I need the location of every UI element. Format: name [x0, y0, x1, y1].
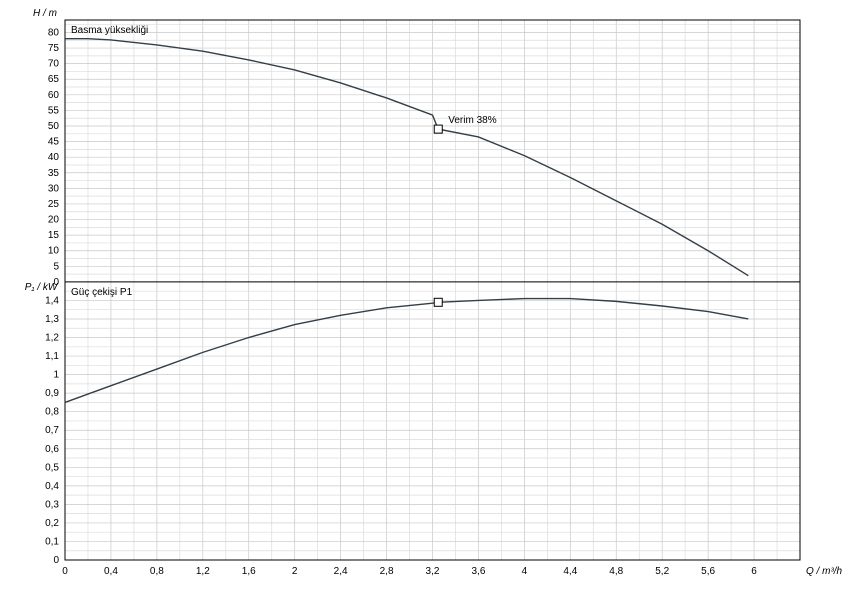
svg-text:65: 65 — [48, 74, 60, 85]
svg-text:5: 5 — [53, 261, 59, 272]
svg-text:5,6: 5,6 — [701, 566, 715, 577]
svg-text:H / m: H / m — [33, 8, 57, 19]
svg-text:0,7: 0,7 — [45, 425, 59, 436]
svg-text:Güç çekişi P1: Güç çekişi P1 — [71, 287, 133, 298]
top-y-ticks: 05101520253035404550556065707580 — [48, 27, 60, 287]
svg-text:4: 4 — [522, 566, 528, 577]
svg-text:60: 60 — [48, 90, 60, 101]
svg-text:40: 40 — [48, 152, 60, 163]
svg-text:6: 6 — [751, 566, 757, 577]
svg-text:0: 0 — [62, 566, 68, 577]
svg-text:2: 2 — [292, 566, 298, 577]
svg-text:0,9: 0,9 — [45, 388, 59, 399]
svg-text:0,8: 0,8 — [150, 566, 164, 577]
svg-text:35: 35 — [48, 168, 60, 179]
svg-text:45: 45 — [48, 137, 60, 148]
svg-text:3,6: 3,6 — [471, 566, 485, 577]
svg-text:0,4: 0,4 — [104, 566, 118, 577]
svg-text:1,2: 1,2 — [196, 566, 210, 577]
svg-text:5,2: 5,2 — [655, 566, 669, 577]
svg-text:70: 70 — [48, 59, 60, 70]
svg-text:1,6: 1,6 — [242, 566, 256, 577]
svg-text:0,3: 0,3 — [45, 499, 59, 510]
svg-text:0,5: 0,5 — [45, 462, 59, 473]
svg-text:1,3: 1,3 — [45, 314, 59, 325]
svg-text:0,4: 0,4 — [45, 481, 59, 492]
svg-text:4,8: 4,8 — [609, 566, 623, 577]
svg-text:10: 10 — [48, 246, 60, 257]
svg-text:1,2: 1,2 — [45, 333, 59, 344]
svg-text:Q / m³/h: Q / m³/h — [806, 566, 843, 577]
bottom-y-ticks: 0 0,1 0,2 0,3 0,4 0,5 0,6 0,7 0,8 0,9 1 1,1 1,2 1,3 1,… — [45, 295, 59, 566]
svg-text:0,6: 0,6 — [45, 444, 59, 455]
svg-text:0,2: 0,2 — [45, 518, 59, 529]
svg-text:80: 80 — [48, 27, 60, 38]
svg-text:0,8: 0,8 — [45, 407, 59, 418]
svg-text:30: 30 — [48, 183, 60, 194]
svg-text:P₁ / kW: P₁ / kW — [25, 282, 59, 293]
svg-text:1,1: 1,1 — [45, 351, 59, 362]
svg-text:75: 75 — [48, 43, 60, 54]
svg-text:15: 15 — [48, 230, 60, 241]
svg-text:55: 55 — [48, 105, 60, 116]
svg-text:1,4: 1,4 — [45, 295, 59, 306]
svg-text:4,4: 4,4 — [563, 566, 577, 577]
svg-text:3,2: 3,2 — [426, 566, 440, 577]
svg-text:2,4: 2,4 — [334, 566, 348, 577]
svg-text:2,8: 2,8 — [380, 566, 394, 577]
svg-text:1: 1 — [53, 370, 59, 381]
pump-curve-chart: 0 0,4 0,8 1,2 1,6 2 2,4 2,8 3,2 3,6 4 4,4 4,8 5,2 5,6 6… — [0, 0, 850, 600]
svg-text:Verim 38%: Verim 38% — [448, 115, 496, 126]
svg-text:25: 25 — [48, 199, 60, 210]
svg-text:0,1: 0,1 — [45, 536, 59, 547]
svg-text:Basma yüksekliği: Basma yüksekliği — [71, 25, 148, 36]
svg-text:0: 0 — [53, 555, 59, 566]
svg-text:20: 20 — [48, 215, 60, 226]
svg-text:50: 50 — [48, 121, 60, 132]
chart-svg: 0 0,4 0,8 1,2 1,6 2 2,4 2,8 3,2 3,6 4 4,4 4,8 5,2 5,6 6… — [0, 0, 850, 600]
